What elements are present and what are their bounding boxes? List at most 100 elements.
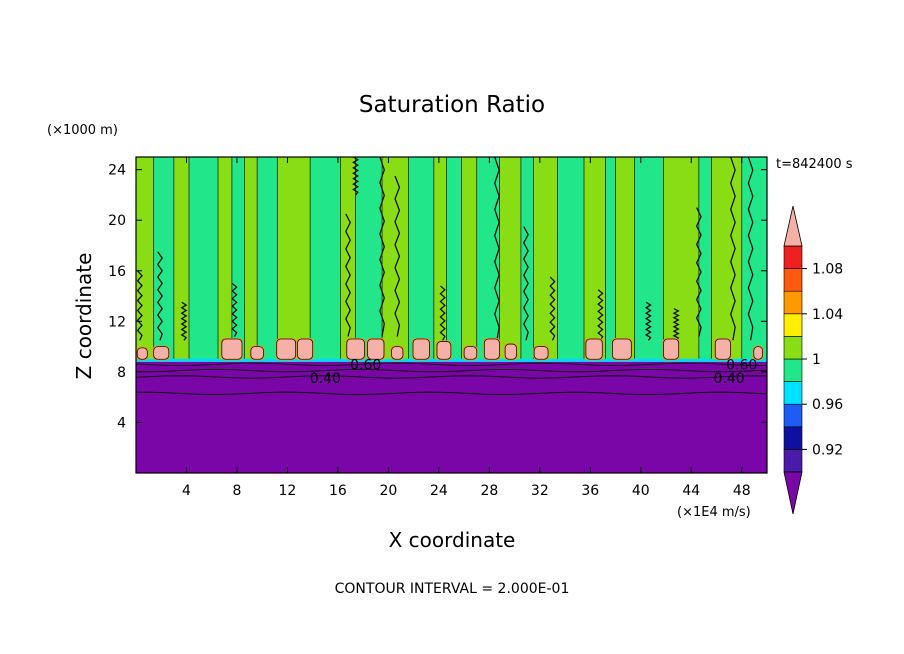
contour-streak <box>494 157 500 341</box>
contour-streak <box>439 285 446 341</box>
saturation-band-22 <box>584 157 606 362</box>
contour-label: 0.40 <box>714 371 745 387</box>
contour-label: 0.40 <box>310 371 341 387</box>
cloud-cap-14 <box>533 346 549 360</box>
contour-streak <box>394 175 401 337</box>
contour-streak <box>644 301 652 341</box>
y-tick-label: 24 <box>108 163 126 179</box>
saturation-band-17 <box>476 157 500 362</box>
contour-label: 0.60 <box>726 357 757 373</box>
saturation-band-18 <box>499 157 521 362</box>
x-tick-label: 28 <box>480 483 498 499</box>
colorbar-bin-0 <box>783 449 803 473</box>
cloud-cap-13 <box>504 343 517 360</box>
contour-streak <box>231 282 238 337</box>
saturation-band-15 <box>446 157 462 362</box>
saturation-band-29 <box>741 157 767 362</box>
y-tick-label: 4 <box>117 415 126 431</box>
colorbar: 0.92 0.96 1 1.04 1.08 <box>783 205 843 515</box>
colorbar-under-arrow <box>783 471 803 515</box>
saturation-band-19 <box>520 157 534 362</box>
cloud-cap-16 <box>612 338 632 360</box>
saturation-band-2 <box>173 157 190 362</box>
saturation-band-14 <box>433 157 447 362</box>
x-tick-label: 32 <box>531 483 549 499</box>
colorbar-bin-6 <box>783 313 803 337</box>
y-tick-label: 20 <box>108 213 126 229</box>
saturation-band-0 <box>136 157 154 362</box>
colorbar-bin-4 <box>783 358 803 382</box>
cloud-cap-18 <box>714 338 731 360</box>
cloud-cap-15 <box>585 338 603 360</box>
saturation-band-13 <box>408 157 434 362</box>
cloud-cap-4 <box>276 338 297 360</box>
saturation-band-4 <box>218 157 232 362</box>
contour-streak <box>695 207 702 337</box>
cloud-cap-3 <box>250 346 264 360</box>
y-tick-label: 16 <box>108 264 126 280</box>
colorbar-label: 1 <box>812 352 821 368</box>
saturation-band-16 <box>461 157 477 362</box>
saturation-band-8 <box>277 157 311 362</box>
x-tick-label: 40 <box>632 483 650 499</box>
contour-streak <box>597 289 604 341</box>
saturation-band-11 <box>355 157 383 362</box>
contour-streak <box>379 157 385 337</box>
x-axis-title: X coordinate <box>389 528 516 552</box>
cloud-cap-6 <box>346 338 365 360</box>
contour-streak <box>523 226 529 341</box>
cloud-cap-0 <box>136 347 148 360</box>
colorbar-bin-8 <box>783 268 803 292</box>
saturation-band-9 <box>310 157 341 362</box>
saturation-band-20 <box>533 157 558 362</box>
cloud-cap-5 <box>297 338 314 360</box>
contour-streak <box>672 308 680 341</box>
cloud-cap-19 <box>753 346 763 360</box>
contour-streak <box>747 157 754 341</box>
cloud-cap-2 <box>221 338 243 360</box>
x-tick-label: 8 <box>232 483 241 499</box>
y-tick-label: 8 <box>117 365 126 381</box>
colorbar-bin-7 <box>783 290 803 315</box>
saturation-band-21 <box>557 157 585 362</box>
contour-line <box>136 362 767 366</box>
x-tick-label: 16 <box>329 483 347 499</box>
colorbar-bin-3 <box>783 381 803 405</box>
x-tick-label: 36 <box>581 483 599 499</box>
contour-line <box>136 375 767 379</box>
contour-streak <box>136 270 143 341</box>
saturation-band-27 <box>698 157 712 362</box>
x-tick-label: 24 <box>430 483 448 499</box>
cloud-cap-7 <box>367 338 385 360</box>
saturation-band-6 <box>244 157 258 362</box>
x-tick-label: 4 <box>182 483 191 499</box>
plot-area: 0.600.400.600.40 <box>135 156 768 474</box>
y-unit-label: (×1000 m) <box>47 123 118 138</box>
saturation-band-3 <box>189 157 219 362</box>
plot-content: 0.600.400.600.40 <box>136 157 767 473</box>
stable-layer <box>136 361 767 473</box>
contour-line <box>136 368 767 373</box>
y-tick-label: 12 <box>108 314 126 330</box>
colorbar-label: 0.96 <box>812 397 843 413</box>
transition-strip <box>136 358 767 362</box>
contour-streak <box>180 301 188 341</box>
x-unit-label: (×1E4 m/s) <box>677 505 751 520</box>
contour-streak <box>156 251 163 341</box>
contour-line <box>136 391 767 396</box>
contour-interval-note: CONTOUR INTERVAL = 2.000E-01 <box>335 581 570 597</box>
colorbar-label: 0.92 <box>812 442 843 458</box>
contour-streak <box>352 157 360 196</box>
cloud-cap-11 <box>463 346 478 360</box>
time-label: t=842400 s <box>776 157 853 172</box>
saturation-band-26 <box>663 157 699 362</box>
x-tick-label: 44 <box>682 483 700 499</box>
x-tick-label: 48 <box>733 483 751 499</box>
cloud-cap-9 <box>412 338 430 360</box>
cloud-cap-12 <box>483 338 500 360</box>
colorbar-over-arrow <box>783 205 803 247</box>
y-axis-title: Z coordinate <box>72 253 96 380</box>
saturation-band-24 <box>615 157 635 362</box>
saturation-band-28 <box>711 157 742 362</box>
